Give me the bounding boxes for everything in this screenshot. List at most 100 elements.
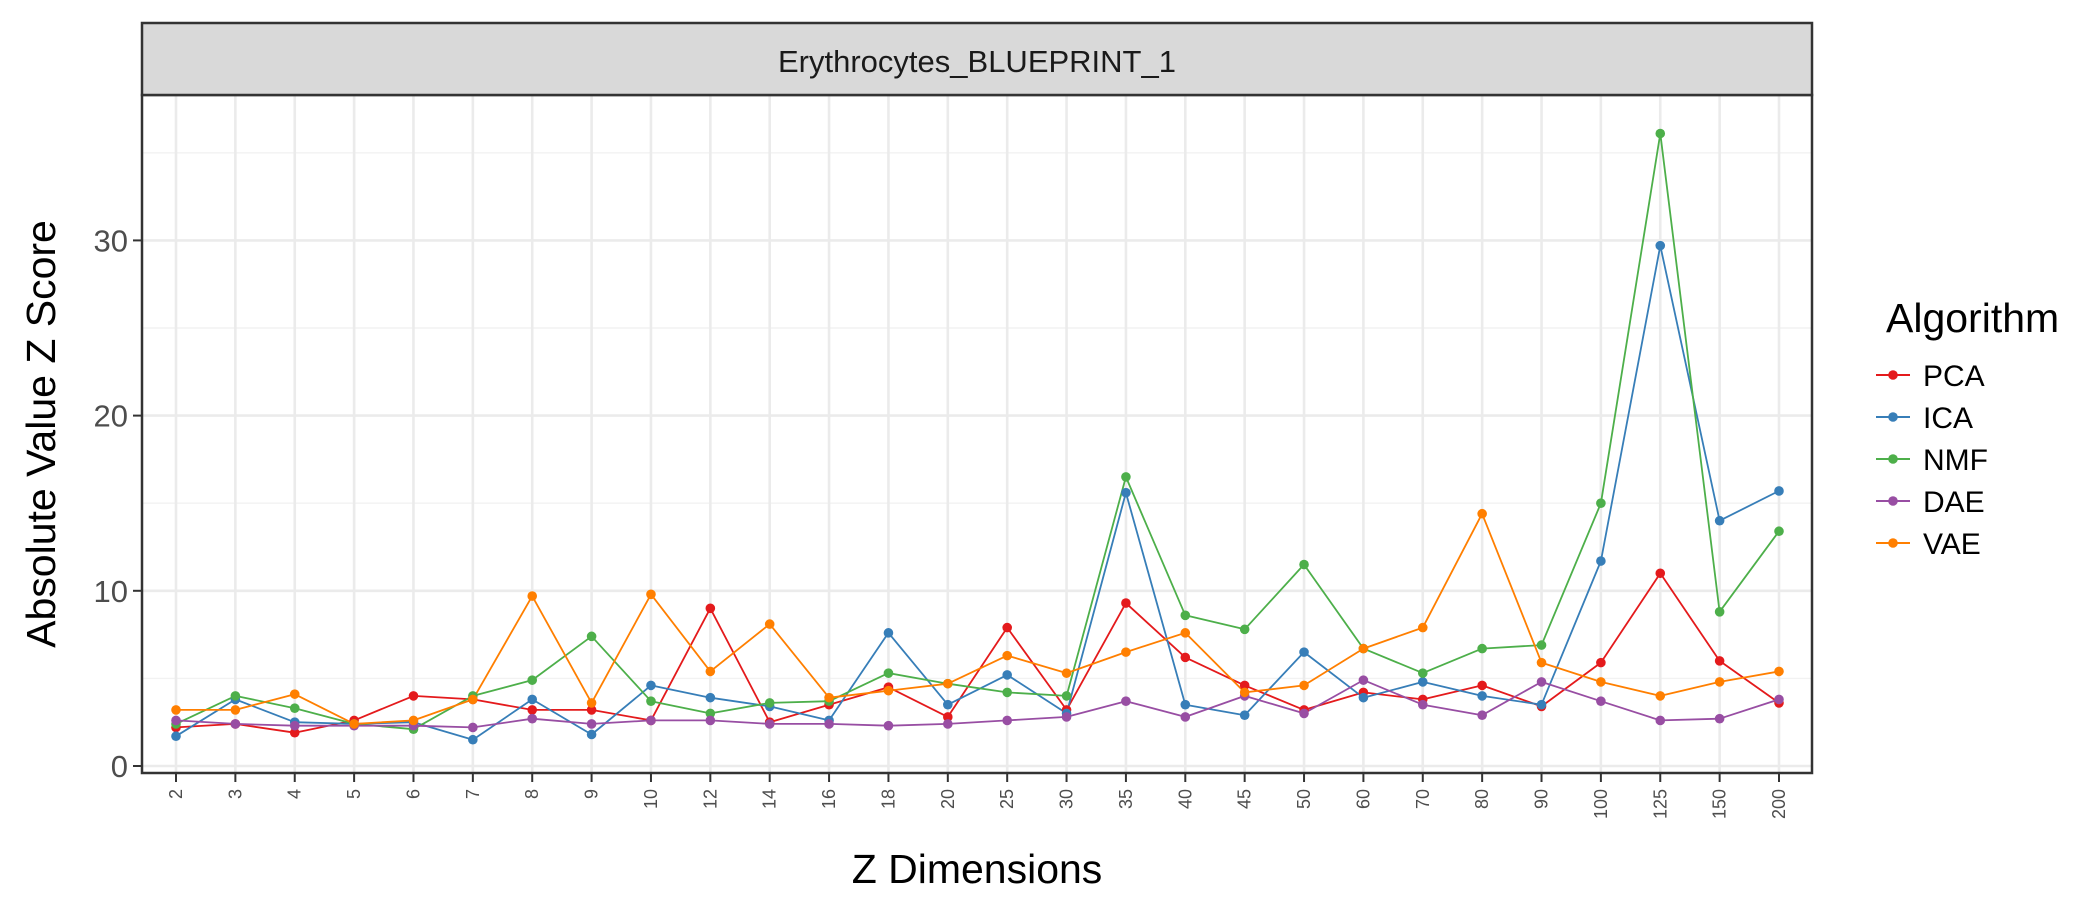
x-tick-label: 6 [403, 789, 423, 799]
x-tick-label: 90 [1532, 789, 1552, 809]
x-tick-label: 25 [997, 789, 1017, 809]
data-point-nmf [586, 631, 597, 642]
data-point-vae [586, 698, 597, 708]
x-tick-label: 60 [1353, 789, 1373, 809]
data-point-vae [1002, 650, 1012, 661]
x-tick-label: 80 [1472, 789, 1492, 809]
data-point-nmf [1299, 559, 1309, 570]
facet-strip [140, 21, 1814, 97]
x-tick-label: 50 [1294, 789, 1314, 809]
data-point-pca [1477, 680, 1487, 691]
data-point-nmf [1477, 643, 1487, 654]
data-point-nmf [1061, 691, 1072, 701]
x-tick-label: 20 [938, 789, 958, 809]
data-point-nmf [1536, 640, 1547, 650]
data-point-nmf [230, 691, 241, 701]
data-point-dae [646, 715, 656, 726]
y-tick-label: 0 [111, 749, 128, 784]
x-tick-label: 150 [1710, 789, 1730, 819]
y-axis-title: Absolute Value Z Score [18, 220, 64, 648]
data-point-ica [1596, 556, 1606, 566]
data-point-ica [1714, 515, 1725, 526]
data-point-dae [705, 715, 716, 726]
data-point-nmf [1714, 607, 1725, 617]
data-point-dae [1061, 712, 1072, 722]
data-point-ica [943, 699, 953, 710]
data-point-ica [1299, 647, 1309, 657]
data-point-pca [1655, 568, 1666, 579]
data-point-nmf [883, 668, 894, 678]
data-point-dae [1299, 708, 1309, 719]
data-point-nmf [527, 675, 538, 685]
legend-label-ica: ICA [1923, 402, 1973, 435]
data-point-ica [1239, 710, 1250, 720]
data-point-vae [943, 678, 953, 689]
data-point-pca [408, 691, 419, 701]
data-point-dae [289, 720, 300, 731]
x-tick-label: 7 [463, 789, 483, 799]
data-point-pca [1002, 622, 1012, 633]
data-point-dae [1714, 713, 1725, 724]
data-point-dae [764, 719, 775, 729]
data-point-vae [349, 719, 359, 729]
data-point-vae [408, 715, 419, 726]
data-point-nmf [1180, 610, 1191, 621]
x-tick-label: 16 [819, 789, 839, 809]
data-point-ica [468, 734, 478, 745]
data-point-ica [1180, 699, 1191, 710]
data-point-vae [705, 666, 716, 677]
data-point-ica [1477, 691, 1487, 701]
data-point-nmf [1002, 687, 1012, 698]
x-tick-label: 10 [641, 789, 661, 809]
data-point-ica [1536, 699, 1547, 710]
legend-label-nmf: NMF [1923, 444, 1988, 477]
data-point-nmf [646, 696, 656, 706]
series-line-vae [176, 512, 1780, 725]
data-point-dae [1536, 677, 1547, 687]
data-point-pca [1239, 680, 1250, 691]
data-point-ica [171, 731, 181, 742]
data-point-ica [1655, 240, 1666, 251]
data-point-vae [468, 694, 478, 705]
series-line-dae [175, 679, 1780, 729]
data-point-ica [586, 729, 597, 740]
data-point-vae [1061, 668, 1072, 678]
data-point-dae [1655, 715, 1666, 726]
legend-key-point-pca [1888, 370, 1898, 380]
data-point-nmf [1774, 526, 1784, 537]
data-point-dae [1180, 712, 1191, 722]
grid-minor [142, 152, 1812, 680]
data-point-ica [883, 628, 894, 638]
x-tick-label: 3 [225, 789, 245, 799]
data-point-vae [1477, 508, 1487, 519]
data-point-pca [1180, 652, 1191, 663]
data-point-dae [1358, 675, 1369, 685]
data-point-ica [1774, 486, 1784, 496]
data-point-nmf [1596, 498, 1606, 509]
data-point-dae [171, 715, 181, 726]
data-point-vae [1417, 622, 1428, 633]
data-point-vae [1536, 657, 1547, 668]
legend-key-point-nmf [1888, 454, 1898, 464]
series-line-nmf [175, 132, 1780, 731]
data-point-ica [1002, 670, 1012, 680]
data-point-ica [527, 694, 538, 705]
x-tick-label: 70 [1413, 789, 1433, 809]
data-point-dae [1121, 696, 1131, 706]
x-tick-label: 2 [166, 789, 186, 799]
y-axis: 0 10 20 30 [94, 223, 142, 784]
data-point-vae [764, 619, 775, 629]
y-tick-label: 30 [94, 223, 128, 258]
legend-title: Algorithm [1886, 295, 2059, 341]
data-point-nmf [1121, 472, 1131, 482]
x-tick-label: 100 [1591, 789, 1611, 819]
legend-key-point-vae [1888, 538, 1898, 548]
data-point-nmf [1239, 624, 1250, 635]
x-tick-label: 45 [1235, 789, 1255, 809]
data-point-dae [1002, 715, 1012, 726]
x-axis: 2 3 4 5 6 7 8 9 10 12 14 16 18 20 25 30 35 40 45 50 60 70 80 90… [166, 773, 1789, 819]
x-tick-label: 35 [1116, 789, 1136, 809]
data-point-dae [230, 719, 241, 729]
